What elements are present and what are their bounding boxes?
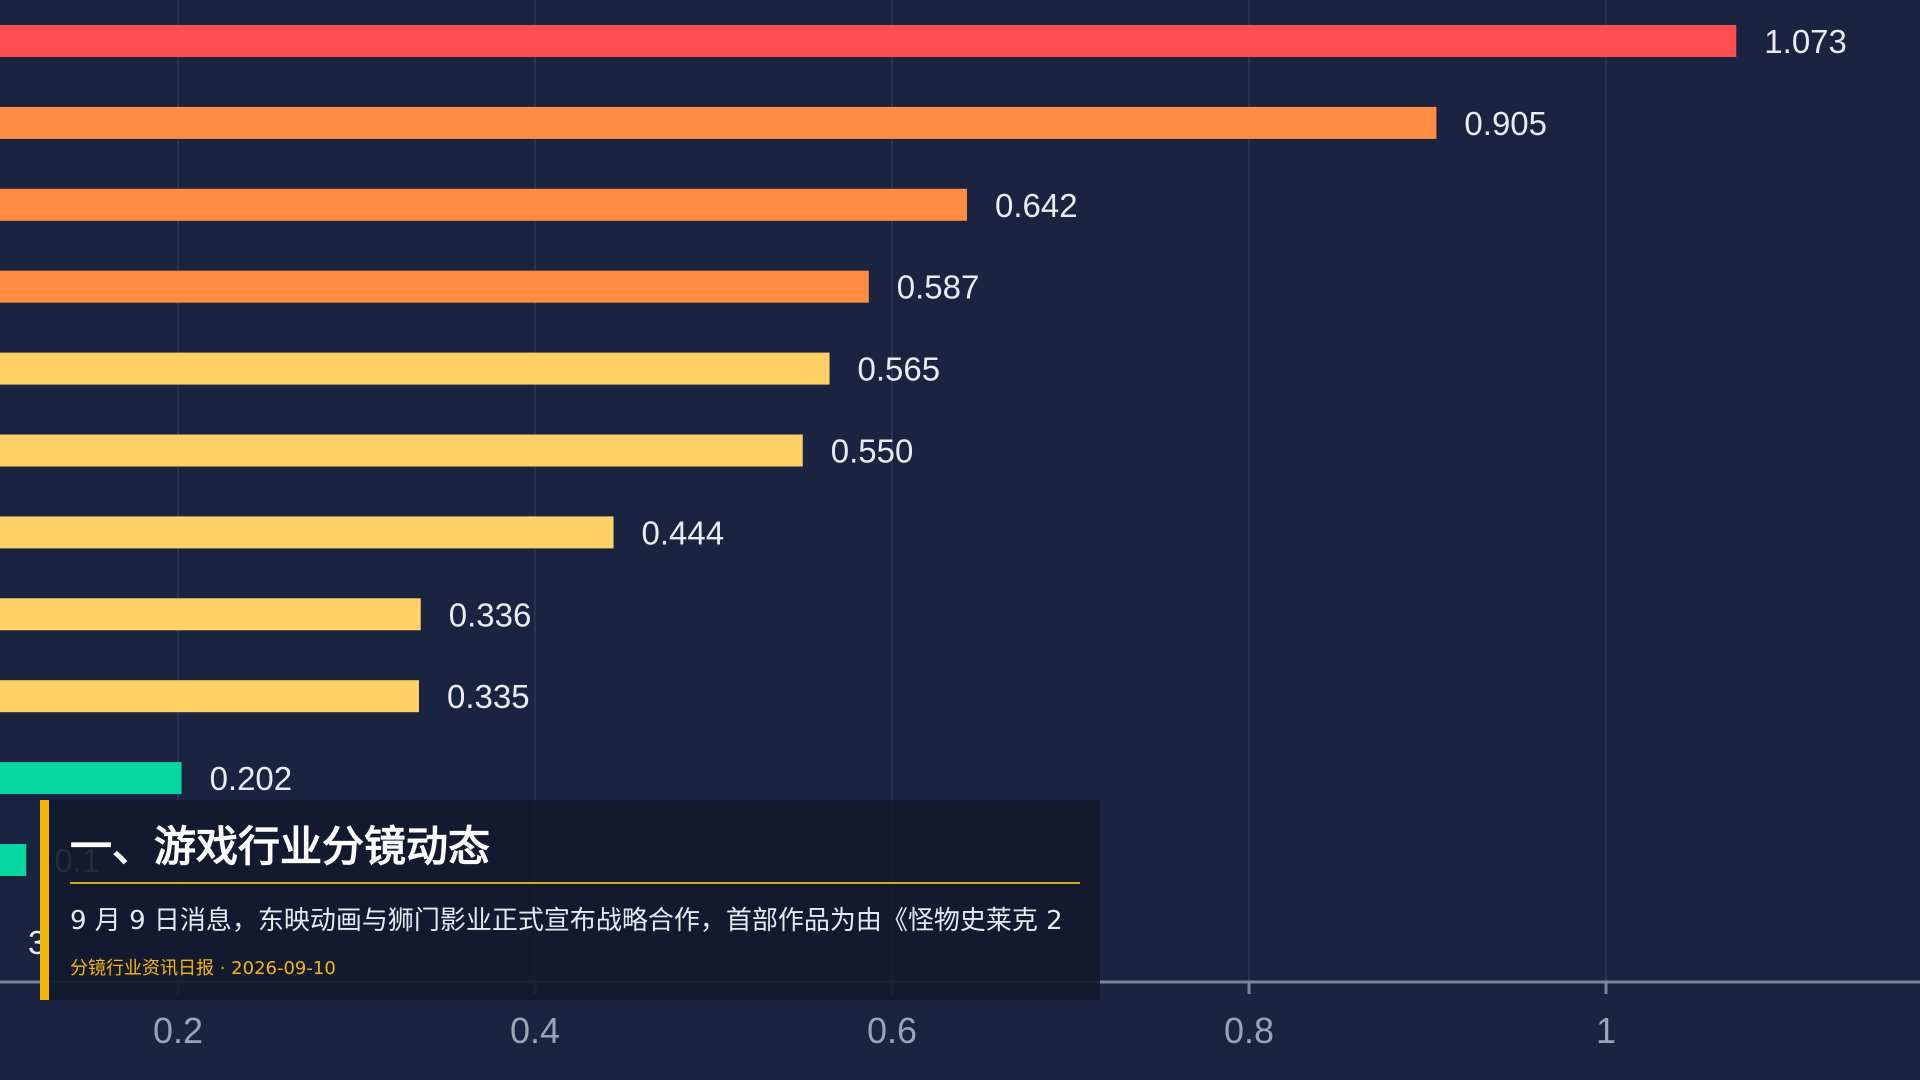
news-divider <box>70 882 1080 885</box>
x-tick-label: 0.8 <box>1224 1010 1274 1051</box>
x-tick-label: 1 <box>1596 1010 1616 1051</box>
news-body: 9 月 9 日消息，东映动画与狮门影业正式宣布战略合作，首部作品为由《怪物史莱克… <box>70 906 1063 937</box>
bar-value-label: 0.905 <box>1464 105 1547 142</box>
bar-value-label: 0.550 <box>831 433 914 470</box>
bar <box>0 762 182 795</box>
bar-value-label: 0.336 <box>449 596 532 633</box>
bar-value-label: 0.565 <box>858 351 941 388</box>
x-tick-label: 0.2 <box>153 1010 203 1051</box>
bar <box>0 516 614 549</box>
bar-value-label: 0.444 <box>642 514 725 551</box>
bar-value-label: 0.587 <box>897 269 980 306</box>
bar-value-label: 0.335 <box>447 678 530 715</box>
bar <box>0 844 27 876</box>
news-source: 分镜行业资讯日报 · 2026-09-10 <box>70 957 336 979</box>
bar <box>0 270 869 303</box>
bar-value-label: 0.642 <box>995 187 1078 224</box>
x-tick-label: 0.4 <box>510 1010 560 1051</box>
bar-value-label: 1.073 <box>1764 23 1847 60</box>
news-accent-bar <box>40 800 49 1000</box>
bars <box>0 25 1737 876</box>
bar-value-label: 0.202 <box>210 760 293 797</box>
x-tick-label: 0.6 <box>867 1010 917 1051</box>
bar <box>0 106 1437 139</box>
bar <box>0 188 967 221</box>
bar <box>0 434 803 467</box>
bar <box>0 680 419 713</box>
bar <box>0 352 830 385</box>
bar <box>0 25 1737 57</box>
bar <box>0 598 421 631</box>
news-card: 一、游戏行业分镜动态 9 月 9 日消息，东映动画与狮门影业正式宣布战略合作，首… <box>40 800 1100 1000</box>
news-title: 一、游戏行业分镜动态 <box>70 822 491 871</box>
